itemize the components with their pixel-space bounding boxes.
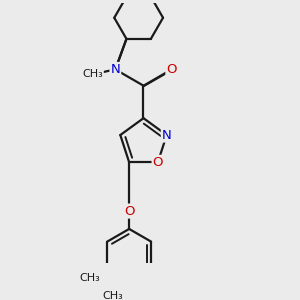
Text: CH₃: CH₃: [82, 69, 103, 79]
Text: CH₃: CH₃: [79, 273, 100, 284]
Text: N: N: [110, 63, 120, 76]
Text: O: O: [153, 156, 163, 169]
Text: O: O: [124, 205, 134, 218]
Text: CH₃: CH₃: [103, 291, 123, 300]
Text: N: N: [162, 128, 172, 142]
Text: O: O: [167, 63, 177, 76]
